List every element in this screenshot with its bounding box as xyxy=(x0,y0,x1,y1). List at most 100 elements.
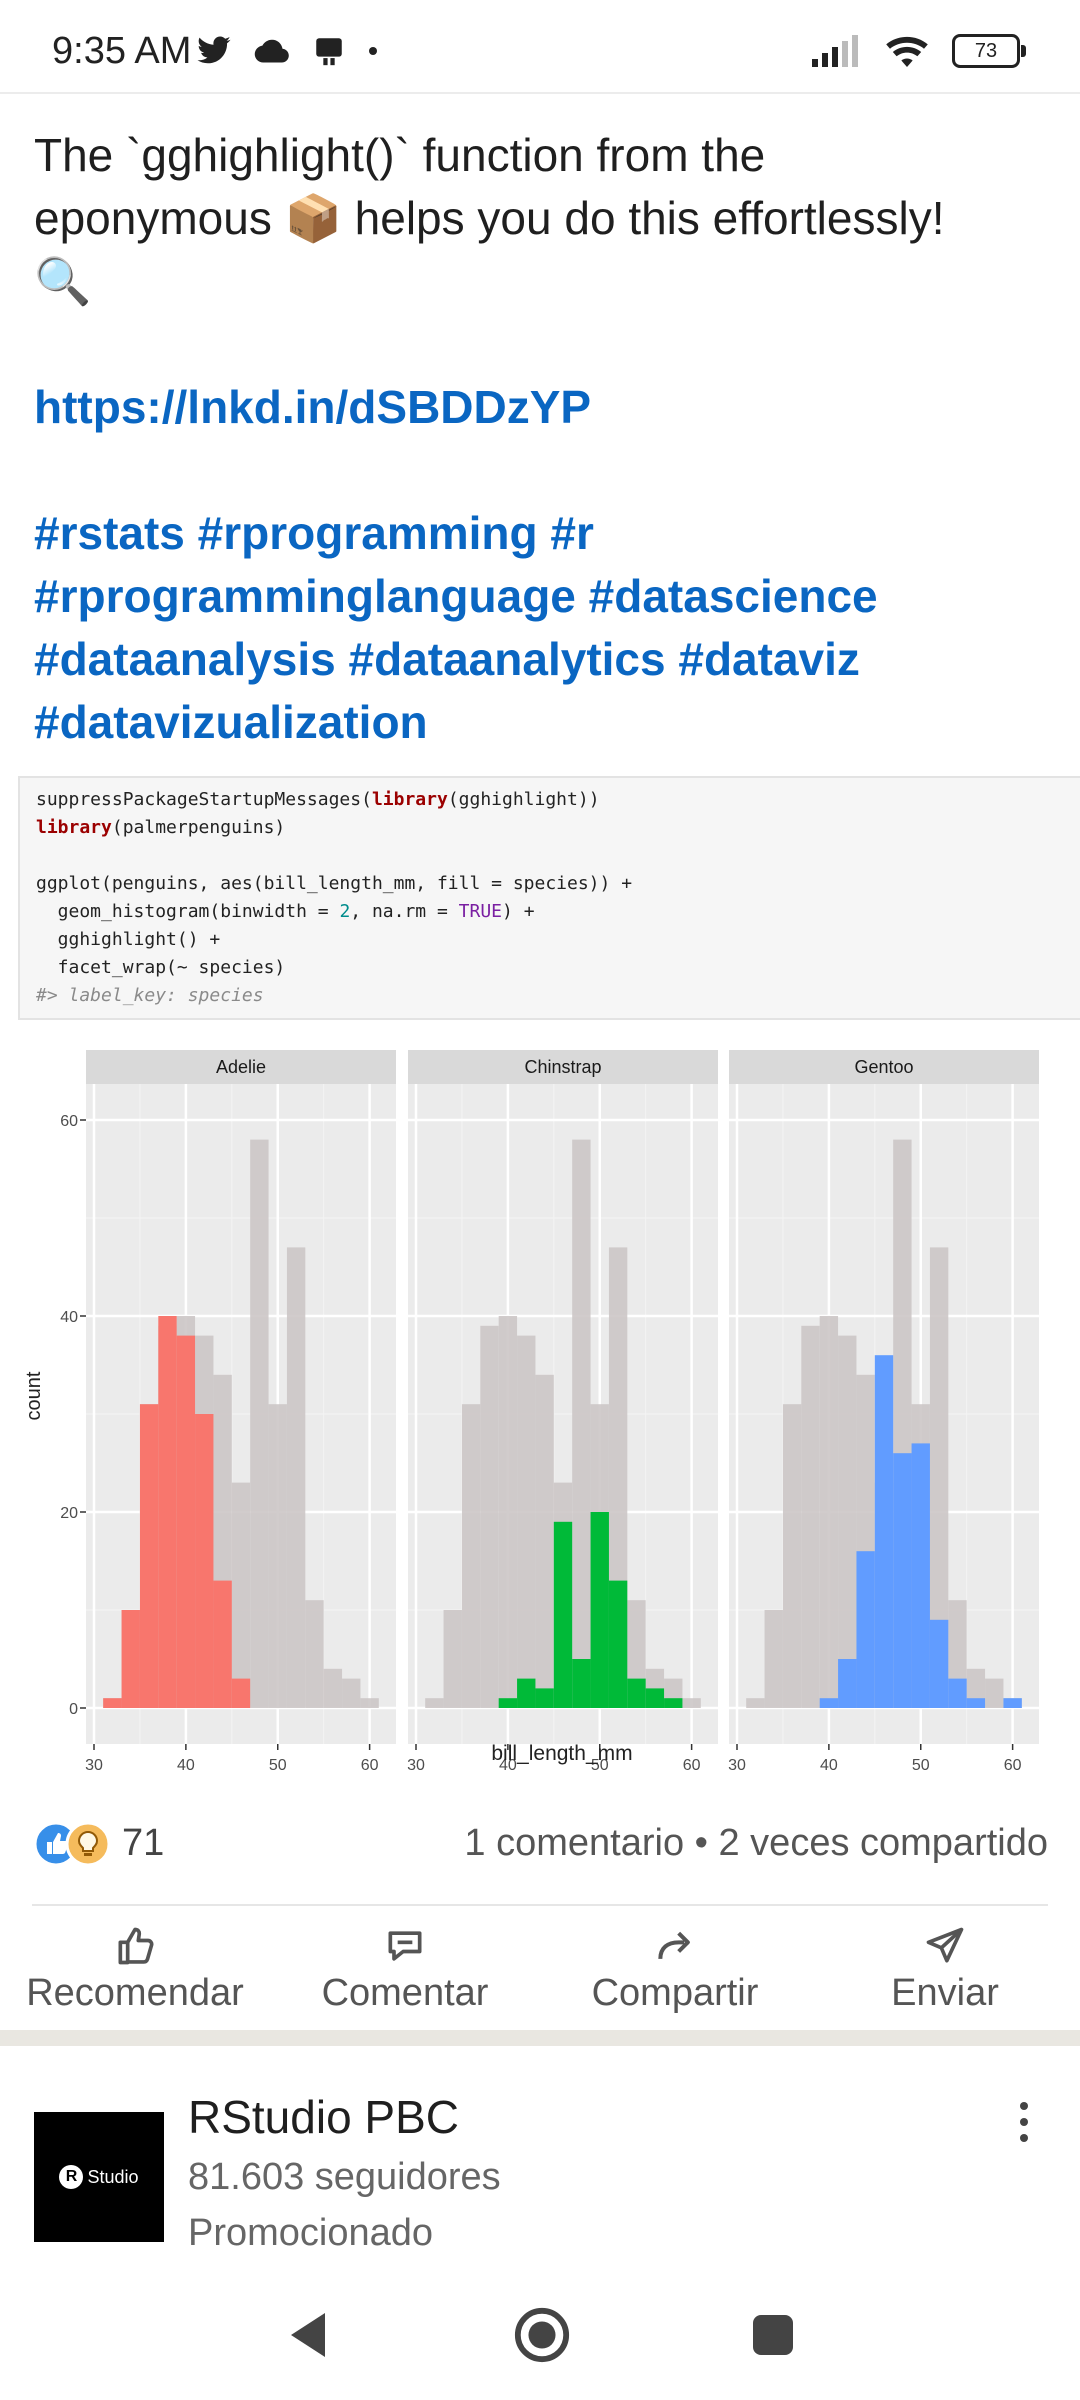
comment-button[interactable]: Comentar xyxy=(270,1910,540,2028)
ghost-bar xyxy=(746,1698,765,1708)
histogram-bar xyxy=(195,1414,214,1708)
x-tick-label: 40 xyxy=(820,1757,838,1774)
share-arrow-icon xyxy=(658,1931,690,1959)
send-icon xyxy=(926,1927,964,1962)
histogram-bar xyxy=(893,1453,912,1708)
system-navigation-bar xyxy=(0,2270,1080,2400)
x-tick-label: 60 xyxy=(683,1757,701,1774)
x-tick-label: 50 xyxy=(912,1757,930,1774)
y-axis-label: count xyxy=(23,1371,45,1420)
facet-strip xyxy=(729,1050,1039,1084)
y-tick-label: 60 xyxy=(60,1113,78,1130)
ghost-bar xyxy=(782,1404,802,1708)
back-icon[interactable] xyxy=(285,2309,333,2361)
post-text-line: The `gghighlight()` function from the xyxy=(34,129,766,181)
reactions-row[interactable]: 71 1 comentario • 2 veces compartido xyxy=(32,1814,1048,1874)
histogram-bar xyxy=(103,1698,122,1708)
ghost-bar xyxy=(250,1139,269,1708)
code-comment: #> label_key: species xyxy=(36,985,264,1006)
code-line: library(palmerpenguins) xyxy=(36,817,286,838)
status-time: 9:35 AM xyxy=(52,30,192,72)
twitter-icon xyxy=(197,36,231,64)
battery-indicator: 73 xyxy=(952,34,1026,68)
ghost-bar xyxy=(461,1404,481,1708)
histogram-bar xyxy=(838,1659,857,1708)
sponsor-name[interactable]: RStudio PBC xyxy=(188,2091,460,2143)
comments-shares-summary[interactable]: 1 comentario • 2 veces compartido xyxy=(464,1822,1048,1864)
ghost-bar xyxy=(425,1698,444,1708)
ghost-bar xyxy=(801,1325,820,1708)
send-button[interactable]: Enviar xyxy=(810,1910,1080,2028)
facet-strip xyxy=(408,1050,718,1084)
post-text: helps you do this effortlessly! xyxy=(354,192,945,244)
recents-icon[interactable] xyxy=(751,2313,795,2357)
post-link[interactable]: https://lnkd.in/dSBDDzYP xyxy=(34,381,592,433)
divider xyxy=(32,1904,1048,1906)
sponsored-post-header[interactable]: R Studio RStudio PBC 81.603 seguidores P… xyxy=(0,2046,1080,2266)
ghost-bar xyxy=(323,1668,343,1708)
hashtags[interactable]: #rstats #rprogramming #r #rprogrammingla… xyxy=(34,502,1044,754)
histogram-bar xyxy=(664,1698,683,1708)
like-button[interactable]: Recomendar xyxy=(0,1910,270,2028)
facet-label: Adelie xyxy=(216,1057,266,1077)
send-label: Enviar xyxy=(891,1971,999,2014)
share-button[interactable]: Compartir xyxy=(540,1910,810,2028)
more-options-icon[interactable] xyxy=(1018,2102,1030,2142)
comment-label: Comentar xyxy=(321,1971,489,2014)
ghost-bar xyxy=(286,1247,306,1708)
histogram-bar xyxy=(608,1580,628,1708)
histogram-bar xyxy=(139,1404,159,1708)
comment-icon xyxy=(388,1930,422,1961)
ghost-bar xyxy=(443,1610,462,1708)
logo-letter: R xyxy=(59,2165,84,2189)
ghost-bar xyxy=(268,1404,287,1708)
histogram-bar xyxy=(1003,1698,1022,1708)
x-tick-label: 30 xyxy=(728,1757,746,1774)
code-block[interactable]: suppressPackageStartupMessages(library(g… xyxy=(18,776,1080,1020)
feed-separator xyxy=(0,2030,1080,2046)
ghost-bar xyxy=(572,1139,591,1708)
ghost-bar xyxy=(819,1316,839,1708)
like-label: Recomendar xyxy=(26,1971,244,2014)
histogram-bar xyxy=(627,1678,646,1708)
ghost-bar xyxy=(231,1482,251,1708)
reaction-count[interactable]: 71 xyxy=(122,1822,165,1864)
histogram-bar xyxy=(645,1688,665,1708)
code-line: gghighlight() + xyxy=(36,929,221,950)
histogram-bar xyxy=(874,1355,894,1708)
ghost-bar xyxy=(535,1374,554,1708)
post-body: The `gghighlight()` function from the ep… xyxy=(34,124,1044,754)
y-tick-label: 20 xyxy=(60,1505,78,1522)
wifi-icon xyxy=(886,36,928,68)
facet-label: Gentoo xyxy=(854,1057,913,1077)
histogram-bar xyxy=(572,1659,591,1708)
hashtag-line[interactable]: #rprogramminglanguage #datascience xyxy=(34,570,878,622)
hashtag-line[interactable]: #dataanalysis #dataanalytics #dataviz xyxy=(34,633,860,685)
thumbs-up-icon xyxy=(118,1927,154,1964)
histogram-bar xyxy=(819,1698,839,1708)
histogram-bar xyxy=(590,1512,609,1708)
package-emoji-icon: 📦 xyxy=(284,192,342,244)
reaction-icons[interactable] xyxy=(32,1820,112,1868)
x-tick-label: 60 xyxy=(361,1757,379,1774)
histogram-bar xyxy=(121,1610,140,1708)
facet-label: Chinstrap xyxy=(524,1057,601,1077)
ghost-bar xyxy=(305,1600,324,1708)
x-tick-label: 50 xyxy=(269,1757,287,1774)
histogram-bar xyxy=(517,1678,536,1708)
ghost-bar xyxy=(480,1325,499,1708)
ghost-bar xyxy=(342,1678,361,1708)
code-line xyxy=(36,842,1064,870)
dot-icon xyxy=(369,47,377,55)
home-icon[interactable] xyxy=(513,2306,571,2364)
hashtag-line[interactable]: #datavizualization xyxy=(34,696,428,748)
status-bar: 9:35 AM 73 xyxy=(0,0,1080,94)
ghost-bar xyxy=(764,1610,783,1708)
rstudio-logo[interactable]: R Studio xyxy=(34,2112,164,2242)
ghost-bar xyxy=(360,1698,379,1708)
promoted-label: Promocionado xyxy=(188,2212,434,2254)
post-text: eponymous xyxy=(34,192,272,244)
histogram-bar xyxy=(231,1678,251,1708)
hashtag-line[interactable]: #rstats #rprogramming #r xyxy=(34,507,594,559)
histogram-chart[interactable]: count 0 20 40 60 Adelie 30 40 50 60 Chinstrap 30 40 5… xyxy=(0,1036,1080,1776)
